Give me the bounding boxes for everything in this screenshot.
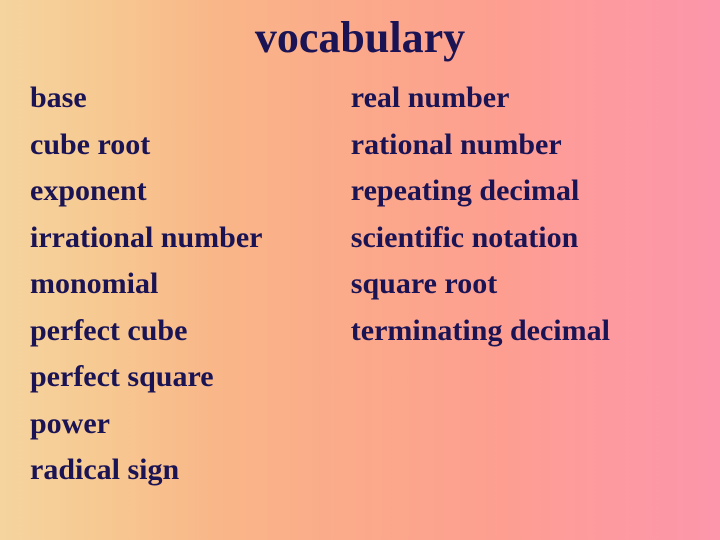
term-columns: base cube root exponent irrational numbe… [30, 75, 690, 494]
term-item: terminating decimal [351, 308, 694, 355]
term-item: perfect square [30, 354, 347, 401]
term-item: cube root [30, 122, 347, 169]
term-item: irrational number [30, 215, 347, 262]
vocabulary-slide: vocabulary base cube root exponent irrat… [0, 0, 720, 540]
term-item: square root [351, 261, 694, 308]
term-item: scientific notation [351, 215, 694, 262]
slide-title: vocabulary [30, 12, 690, 63]
right-column: real number rational number repeating de… [347, 75, 694, 494]
term-item: monomial [30, 261, 347, 308]
term-item: repeating decimal [351, 168, 694, 215]
term-item: base [30, 75, 347, 122]
term-item: radical sign [30, 447, 347, 494]
left-column: base cube root exponent irrational numbe… [30, 75, 347, 494]
term-item: perfect cube [30, 308, 347, 355]
term-item: rational number [351, 122, 694, 169]
term-item: power [30, 401, 347, 448]
term-item: real number [351, 75, 694, 122]
term-item: exponent [30, 168, 347, 215]
